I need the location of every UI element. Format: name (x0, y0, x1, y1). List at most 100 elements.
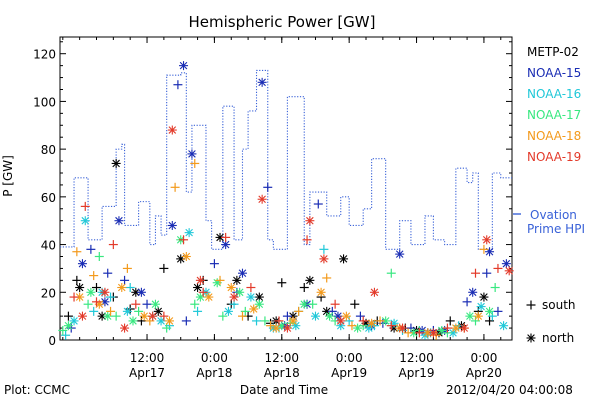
star-stroke (258, 78, 266, 87)
noaa-19-south-point (108, 240, 118, 250)
star-stroke (322, 307, 331, 316)
legend-south-label: south (542, 298, 576, 312)
noaa-16-south-point (252, 316, 262, 326)
star-stroke (137, 288, 146, 297)
star-stroke (409, 329, 418, 337)
metp-02-south-point (159, 263, 169, 273)
legend-north-symbol (526, 333, 536, 343)
star-stroke (325, 312, 334, 320)
star-stroke (238, 269, 247, 277)
noaa-17-south-point (490, 283, 500, 293)
star-stroke (339, 255, 348, 263)
noaa-16-north-point (69, 316, 79, 326)
star-stroke (168, 221, 177, 230)
noaa-16-south-point (89, 306, 99, 316)
noaa-17-north-point (353, 323, 363, 333)
star-stroke (182, 252, 191, 261)
legend: METP-02 NOAA-15 NOAA-16 NOAA-17 NOAA-18 NOAA-… (527, 45, 581, 164)
noaa-17-north-point (485, 306, 495, 316)
noaa-18-south-point (479, 244, 489, 254)
noaa-19-north-point (167, 125, 177, 135)
ovation-line-layer (60, 69, 512, 250)
legend-noaa-19: NOAA-19 (527, 150, 581, 164)
metp-02-north-point (193, 283, 203, 293)
star-stroke (205, 293, 213, 301)
noaa-16-south-point (319, 244, 329, 254)
star-stroke (196, 276, 205, 285)
star-stroke (247, 293, 255, 301)
noaa-16-south-point (487, 311, 497, 321)
noaa-15-south-point (173, 80, 183, 90)
metp-02-north-point (97, 311, 107, 321)
noaa-19-south-point (386, 321, 396, 331)
noaa-16-south-point (193, 306, 203, 316)
noaa-19-south-point (330, 299, 340, 309)
y-tick-label: 0 (48, 334, 56, 348)
metp-02-north-point (215, 232, 225, 242)
noaa-18-north-point (204, 292, 214, 302)
noaa-18-north-point (139, 311, 149, 321)
noaa-17-south-point (111, 311, 121, 321)
noaa-19-north-point (459, 323, 469, 333)
noaa-17-south-point (162, 323, 172, 333)
noaa-18-north-point (226, 283, 236, 293)
metp-02-north-point (111, 158, 121, 168)
star-stroke (272, 324, 280, 332)
legend-noaa-15: NOAA-15 (527, 66, 581, 80)
star-stroke (255, 293, 264, 301)
noaa-17-south-point (83, 299, 93, 309)
star-stroke (292, 321, 300, 330)
noaa-16-south-point (106, 292, 116, 302)
metp-02-south-point (72, 275, 82, 285)
x-tick-label-time: 12:00 (399, 351, 434, 365)
noaa-15-north-point (77, 259, 87, 269)
star-stroke (129, 317, 137, 325)
star-stroke (452, 324, 460, 332)
noaa-17-south-point (94, 251, 104, 261)
noaa-19-north-point (428, 328, 438, 338)
noaa-18-north-point (117, 283, 127, 293)
star-stroke (188, 150, 196, 158)
star-stroke (480, 293, 488, 301)
noaa-19-south-point (131, 299, 141, 309)
metp-02-south-point (350, 299, 360, 309)
noaa-15-north-point (501, 259, 511, 269)
noaa-16-north-point (184, 228, 194, 238)
chart-title: Hemispheric Power [GW] (189, 13, 376, 31)
noaa-15-north-point (485, 247, 495, 257)
star-stroke (154, 307, 163, 316)
legend-noaa-18: NOAA-18 (527, 129, 581, 143)
star-stroke (395, 250, 404, 258)
noaa-19-north-point (398, 323, 408, 333)
star-stroke (499, 321, 508, 330)
metp-02-south-point (299, 283, 309, 293)
noaa-19-south-point (198, 287, 208, 297)
legend-north-label: north (542, 331, 574, 345)
star-stroke (78, 259, 87, 268)
star-stroke (381, 317, 390, 325)
noaa-19-south-point (302, 235, 312, 245)
metp-02-north-point (75, 283, 85, 293)
star-stroke (75, 293, 84, 301)
star-stroke (179, 61, 188, 70)
noaa-17-north-point (325, 311, 335, 321)
star-stroke (258, 195, 266, 204)
noaa-19-south-point (414, 328, 424, 338)
noaa-19-north-point (369, 287, 379, 297)
metp-02-south-point (277, 278, 287, 288)
noaa-17-south-point (190, 299, 200, 309)
star-stroke (117, 283, 126, 292)
ovation-prime-hpi-line (60, 69, 512, 250)
star-stroke (300, 300, 309, 309)
noaa-17-north-point (63, 321, 73, 331)
y-tick-labels: 0 20 40 60 80 100 120 (33, 48, 56, 348)
legend-noaa-17: NOAA-17 (527, 108, 581, 122)
noaa-18-north-point (451, 323, 461, 333)
noaa-15-south-point (462, 297, 472, 307)
noaa-17-south-point (308, 299, 318, 309)
x-tick-label-time: 0:00 (336, 351, 363, 365)
star-stroke (289, 317, 297, 325)
star-stroke (81, 216, 90, 225)
noaa-17-south-point (386, 268, 396, 278)
star-stroke (249, 305, 258, 313)
